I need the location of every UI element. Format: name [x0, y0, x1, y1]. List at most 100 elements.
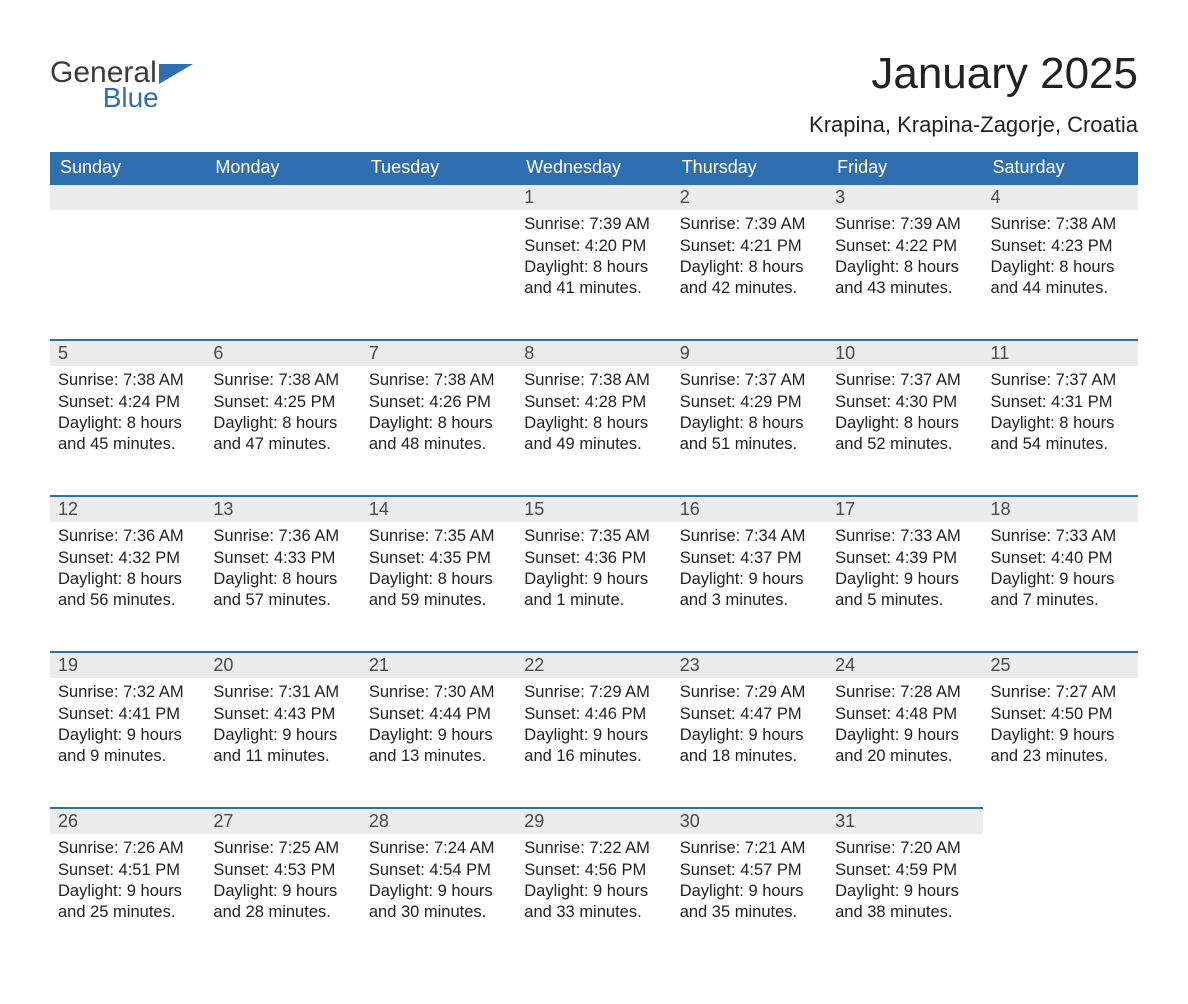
daylight-line-2: and 30 minutes.: [369, 902, 508, 923]
weekday-header: Monday: [205, 152, 360, 184]
day-content-row: Sunrise: 7:36 AMSunset: 4:32 PMDaylight:…: [50, 522, 1138, 652]
weekday-header: Tuesday: [361, 152, 516, 184]
sunset-line: Sunset: 4:46 PM: [524, 704, 663, 725]
daylight-line-2: and 7 minutes.: [991, 590, 1130, 611]
sunset-line: Sunset: 4:41 PM: [58, 704, 197, 725]
day-content-cell: Sunrise: 7:37 AMSunset: 4:31 PMDaylight:…: [983, 366, 1138, 496]
daylight-line-1: Daylight: 8 hours: [58, 413, 197, 434]
logo-text: General Blue: [50, 58, 157, 112]
daylight-line-2: and 1 minute.: [524, 590, 663, 611]
daylight-line-2: and 5 minutes.: [835, 590, 974, 611]
daylight-line-2: and 56 minutes.: [58, 590, 197, 611]
daylight-line-1: Daylight: 8 hours: [524, 257, 663, 278]
sunrise-line: Sunrise: 7:38 AM: [213, 370, 352, 391]
day-content-row: Sunrise: 7:26 AMSunset: 4:51 PMDaylight:…: [50, 834, 1138, 964]
day-number-cell: [50, 184, 205, 210]
day-number-cell: 26: [50, 808, 205, 834]
day-number-cell: 18: [983, 496, 1138, 522]
day-content-cell: [50, 210, 205, 340]
sunset-line: Sunset: 4:59 PM: [835, 860, 974, 881]
daylight-line-2: and 35 minutes.: [680, 902, 819, 923]
day-content-cell: Sunrise: 7:35 AMSunset: 4:36 PMDaylight:…: [516, 522, 671, 652]
sunset-line: Sunset: 4:37 PM: [680, 548, 819, 569]
daylight-line-2: and 59 minutes.: [369, 590, 508, 611]
calendar-page: General Blue January 2025 Krapina, Krapi…: [0, 0, 1188, 1004]
sunrise-line: Sunrise: 7:39 AM: [680, 214, 819, 235]
daylight-line-1: Daylight: 8 hours: [369, 413, 508, 434]
day-number-row: 12131415161718: [50, 496, 1138, 522]
day-number-cell: [205, 184, 360, 210]
day-content-cell: Sunrise: 7:39 AMSunset: 4:21 PMDaylight:…: [672, 210, 827, 340]
sunset-line: Sunset: 4:54 PM: [369, 860, 508, 881]
daylight-line-2: and 38 minutes.: [835, 902, 974, 923]
day-number-cell: 12: [50, 496, 205, 522]
day-number-cell: 9: [672, 340, 827, 366]
daylight-line-2: and 13 minutes.: [369, 746, 508, 767]
day-content-cell: [983, 834, 1138, 964]
day-content-cell: Sunrise: 7:26 AMSunset: 4:51 PMDaylight:…: [50, 834, 205, 964]
daylight-line-2: and 23 minutes.: [991, 746, 1130, 767]
day-number-cell: 3: [827, 184, 982, 210]
sunrise-line: Sunrise: 7:28 AM: [835, 682, 974, 703]
day-number-cell: 4: [983, 184, 1138, 210]
sunset-line: Sunset: 4:31 PM: [991, 392, 1130, 413]
sunrise-line: Sunrise: 7:38 AM: [524, 370, 663, 391]
daylight-line-1: Daylight: 8 hours: [58, 569, 197, 590]
daylight-line-2: and 49 minutes.: [524, 434, 663, 455]
daylight-line-2: and 57 minutes.: [213, 590, 352, 611]
sunrise-line: Sunrise: 7:39 AM: [835, 214, 974, 235]
daylight-line-1: Daylight: 9 hours: [369, 881, 508, 902]
sunset-line: Sunset: 4:50 PM: [991, 704, 1130, 725]
daylight-line-2: and 3 minutes.: [680, 590, 819, 611]
daylight-line-1: Daylight: 9 hours: [213, 881, 352, 902]
sunrise-line: Sunrise: 7:39 AM: [524, 214, 663, 235]
day-content-cell: [205, 210, 360, 340]
sunset-line: Sunset: 4:21 PM: [680, 236, 819, 257]
day-content-cell: [361, 210, 516, 340]
day-content-cell: Sunrise: 7:20 AMSunset: 4:59 PMDaylight:…: [827, 834, 982, 964]
sunset-line: Sunset: 4:23 PM: [991, 236, 1130, 257]
sunrise-line: Sunrise: 7:36 AM: [213, 526, 352, 547]
header-row: General Blue January 2025 Krapina, Krapi…: [50, 50, 1138, 138]
daylight-line-2: and 25 minutes.: [58, 902, 197, 923]
sunrise-line: Sunrise: 7:25 AM: [213, 838, 352, 859]
daylight-line-2: and 41 minutes.: [524, 278, 663, 299]
day-number-cell: 31: [827, 808, 982, 834]
day-content-row: Sunrise: 7:39 AMSunset: 4:20 PMDaylight:…: [50, 210, 1138, 340]
day-number-cell: 29: [516, 808, 671, 834]
weekday-header: Thursday: [672, 152, 827, 184]
sunrise-line: Sunrise: 7:37 AM: [680, 370, 819, 391]
sunrise-line: Sunrise: 7:33 AM: [991, 526, 1130, 547]
daylight-line-2: and 43 minutes.: [835, 278, 974, 299]
sunset-line: Sunset: 4:25 PM: [213, 392, 352, 413]
daylight-line-1: Daylight: 9 hours: [524, 725, 663, 746]
day-number-cell: 20: [205, 652, 360, 678]
sunrise-line: Sunrise: 7:37 AM: [835, 370, 974, 391]
sunrise-line: Sunrise: 7:26 AM: [58, 838, 197, 859]
day-number-cell: 1: [516, 184, 671, 210]
daylight-line-2: and 20 minutes.: [835, 746, 974, 767]
sunset-line: Sunset: 4:24 PM: [58, 392, 197, 413]
day-content-cell: Sunrise: 7:38 AMSunset: 4:23 PMDaylight:…: [983, 210, 1138, 340]
title-block: January 2025 Krapina, Krapina-Zagorje, C…: [809, 50, 1138, 138]
day-content-cell: Sunrise: 7:38 AMSunset: 4:25 PMDaylight:…: [205, 366, 360, 496]
daylight-line-1: Daylight: 9 hours: [58, 725, 197, 746]
daylight-line-1: Daylight: 8 hours: [991, 257, 1130, 278]
day-content-cell: Sunrise: 7:24 AMSunset: 4:54 PMDaylight:…: [361, 834, 516, 964]
day-content-cell: Sunrise: 7:32 AMSunset: 4:41 PMDaylight:…: [50, 678, 205, 808]
day-content-cell: Sunrise: 7:36 AMSunset: 4:32 PMDaylight:…: [50, 522, 205, 652]
day-number-row: 262728293031: [50, 808, 1138, 834]
daylight-line-2: and 51 minutes.: [680, 434, 819, 455]
weekday-header: Saturday: [983, 152, 1138, 184]
daylight-line-1: Daylight: 9 hours: [524, 569, 663, 590]
daylight-line-1: Daylight: 8 hours: [524, 413, 663, 434]
sunset-line: Sunset: 4:47 PM: [680, 704, 819, 725]
day-number-cell: 22: [516, 652, 671, 678]
daylight-line-2: and 45 minutes.: [58, 434, 197, 455]
day-number-cell: 27: [205, 808, 360, 834]
day-content-cell: Sunrise: 7:29 AMSunset: 4:47 PMDaylight:…: [672, 678, 827, 808]
day-number-cell: [983, 808, 1138, 834]
daylight-line-1: Daylight: 8 hours: [369, 569, 508, 590]
sunrise-line: Sunrise: 7:24 AM: [369, 838, 508, 859]
sunset-line: Sunset: 4:32 PM: [58, 548, 197, 569]
